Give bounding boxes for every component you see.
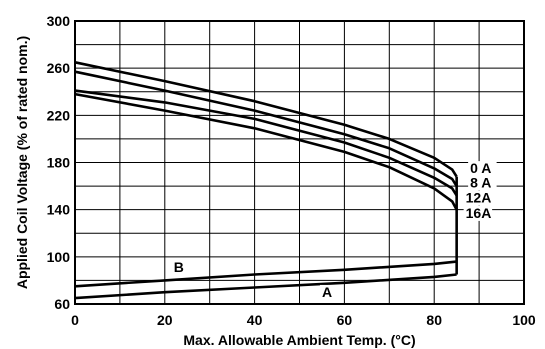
series-line-12a: [74, 89, 458, 197]
y-tick-label: 60: [54, 296, 70, 312]
y-tick-label: 300: [47, 13, 71, 29]
curve-label: 12A: [466, 190, 492, 206]
curve-label-background: [463, 190, 493, 206]
series-line-a: [74, 273, 457, 300]
y-tick-label: 180: [47, 155, 71, 171]
x-axis-label: Max. Allowable Ambient Temp. (°C): [183, 332, 415, 348]
y-tick-labels: 60 100 140 180 220 260 300: [47, 13, 71, 312]
plot-frame: [74, 20, 525, 305]
x-tick-label: 80: [426, 312, 442, 328]
series-line-0a: [74, 61, 458, 178]
curve-label-background: [463, 205, 493, 221]
x-tick-label: 20: [157, 312, 173, 328]
y-axis-label: Applied Coil Voltage (% of rated nom.): [14, 36, 30, 289]
x-tick-label: 100: [512, 312, 536, 328]
curves: [74, 61, 458, 300]
curve-label-background: [319, 284, 330, 300]
curve-label: B: [174, 259, 184, 275]
x-tick-label: 60: [337, 312, 353, 328]
x-tick-label: 40: [247, 312, 263, 328]
y-tick-label: 140: [47, 202, 71, 218]
series-line-b: [74, 260, 457, 288]
y-tick-label: 220: [47, 107, 71, 123]
curve-label-background: [468, 175, 497, 191]
y-tick-label: 260: [47, 60, 71, 76]
x-tick-label: 0: [71, 312, 79, 328]
curve-label: A: [322, 284, 332, 300]
curve-label-background: [171, 260, 182, 276]
x-tick-labels: 0 20 40 60 80 100: [71, 312, 536, 328]
curve-label-background: [468, 161, 497, 177]
curve-label: 16A: [466, 205, 492, 221]
series-line-8a: [74, 70, 458, 187]
y-tick-label: 100: [47, 249, 71, 265]
curve-label: 0 A: [470, 160, 491, 176]
curve-label: 8 A: [470, 174, 491, 190]
series-line-16a: [74, 92, 458, 211]
